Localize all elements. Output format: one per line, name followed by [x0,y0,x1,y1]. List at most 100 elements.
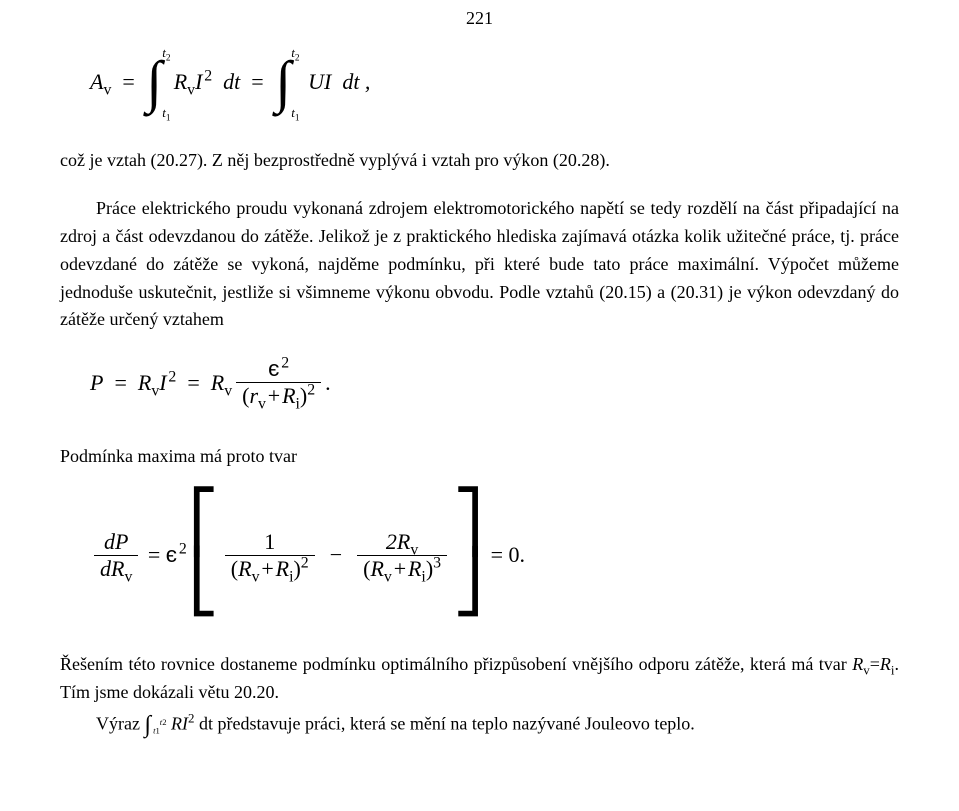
integrand-1: RvI 2 dt = [168,69,269,95]
eq3-frac2: 2Rv (Rv + Ri)3 [357,531,447,580]
sym-R2: R [138,370,151,395]
sym-eq: = [122,69,134,94]
t2sb: 2 [295,54,300,64]
int1-upper: t2 [162,45,170,61]
sym-I2: I [159,370,166,395]
int2-lower: t1 [291,105,299,121]
exp-2c: 2 [281,355,289,372]
sym-Ri: R [282,383,295,408]
exp-2d: 2 [307,382,315,399]
sym-A: A [90,69,103,94]
page: 221 Av = t2 ∫ t1 RvI 2 dt = t2 ∫ t1 [0,0,959,811]
sub-v9: v [384,568,392,585]
eq2-eq2: = [187,370,199,395]
ri-int: RI [171,714,188,734]
plus3: + [394,556,406,581]
eq3-frac1: 1 (Rv + Ri)2 [225,531,315,580]
t2s: 2 [166,54,171,64]
page-number: 221 [60,8,899,29]
para1-body: Práce elektrického proudu vykonaná zdroj… [60,198,899,330]
t1s: 1 [166,114,171,124]
eq2-den: (rv + Ri)2 [236,383,321,407]
dt2: dt , [342,69,370,94]
sub-v4: v [224,382,232,399]
eq3-frac2-den: (Rv + Ri)3 [357,556,447,580]
paragraph-main: Práce elektrického proudu vykonaná zdroj… [60,195,899,334]
dt1: dt [223,69,240,94]
rv-sym: R [852,654,863,674]
eq2-num: є 2 [236,358,321,383]
sym-I: I [195,69,202,94]
eq0-text: = 0. [491,542,525,567]
plus1: + [268,383,280,408]
sym-dR: dR [100,556,124,581]
left-bracket-icon: ⎡⎣ [189,492,219,612]
rp2: ) [293,556,300,581]
exp-2: 2 [204,68,212,85]
eq3-minus: − [319,542,353,568]
sub-v5: v [258,396,266,413]
exp-3: 3 [433,554,441,571]
integral-2: t2 ∫ t1 [275,53,291,111]
int1-lower: t1 [162,105,170,121]
eq3-eq: = [142,542,165,568]
sym-eq2: = [251,69,263,94]
right-bracket-icon: ⎤⎦ [453,492,483,612]
sym-Ri3: R [408,556,421,581]
plus2: + [261,556,273,581]
sub-v2: v [187,81,195,98]
exp-2e: 2 [179,541,187,558]
t2sc: 2 [162,717,166,727]
sym-UI: UI [308,69,331,94]
integral-1: t2 ∫ t1 [146,53,162,111]
two-Rv: 2R [386,529,410,554]
sym-R: R [174,69,187,94]
ri-sym: R [880,654,891,674]
paragraph-solution: Řešením této rovnice dostaneme podmínku … [60,651,899,744]
eq3-frac2-num: 2Rv [357,531,447,556]
sym-R3: R [211,370,224,395]
para1-line1: což je vztah (20.27). Z něj bezprostředn… [60,150,610,170]
integrand-2: UI dt , [297,69,370,95]
sub-v6: v [124,568,132,585]
sym-P: P [90,370,103,395]
int-sign-2: ∫ [275,53,291,111]
exp-2b: 2 [168,369,176,386]
eq3-frac1-den: (Rv + Ri)2 [225,556,315,580]
eq3-frac1-num: 1 [225,531,315,556]
inline-integral-icon: ∫ [144,707,151,744]
para2-text: Podmínka maxima má proto tvar [60,446,297,466]
sym-eps2: є [166,542,177,567]
eq3-dRv: dRv [94,556,138,580]
eq-row: Av = t2 ∫ t1 RvI 2 dt = t2 ∫ t1 UI dt , [90,53,899,111]
eq-inline: = [870,654,880,674]
minus-sym: − [330,542,342,567]
eq3-eq-sym: = [148,542,160,567]
eq2-row: P = RvI 2 = Rv є 2 (rv + Ri)2 . [90,358,899,407]
para3-line2-post: dt představuje práci, která se mění na t… [194,714,694,734]
eq3-dP: dP [94,531,138,556]
eq2-lhs: P = RvI 2 = Rv [90,370,232,396]
equation-dp-drv: dP dRv = є 2 ⎡⎣ 1 (Rv + Ri)2 − 2Rv (Rv +… [90,495,899,615]
eq2-period: . [325,370,331,396]
sym-Rv: R [238,556,251,581]
inline-int-limits: t1t2 [153,719,166,733]
para3-line2-pre: Výraz [96,714,144,734]
eq3-eps2: є 2 [166,542,187,568]
eq3-row: dP dRv = є 2 ⎡⎣ 1 (Rv + Ri)2 − 2Rv (Rv +… [90,495,899,615]
equation-av-integral: Av = t2 ∫ t1 RvI 2 dt = t2 ∫ t1 UI dt , [90,53,899,111]
sub-v: v [103,81,111,98]
eq2-fraction: є 2 (rv + Ri)2 [236,358,321,407]
sym-Ri2: R [276,556,289,581]
sym-Rv2: R [370,556,383,581]
eq1-lhs: Av = [90,69,140,95]
int2-upper: t2 [291,45,299,61]
sym-eps: є [268,356,279,381]
eq2-eq1: = [114,370,126,395]
exp-2f: 2 [301,554,309,571]
eq3-lhs-frac: dP dRv [94,531,138,580]
para3-a: Řešením této rovnice dostaneme podmínku … [60,654,852,674]
int-sign-1: ∫ [146,53,162,111]
t1sb: 1 [295,114,300,124]
paragraph-condition: Podmínka maxima má proto tvar [60,443,899,471]
